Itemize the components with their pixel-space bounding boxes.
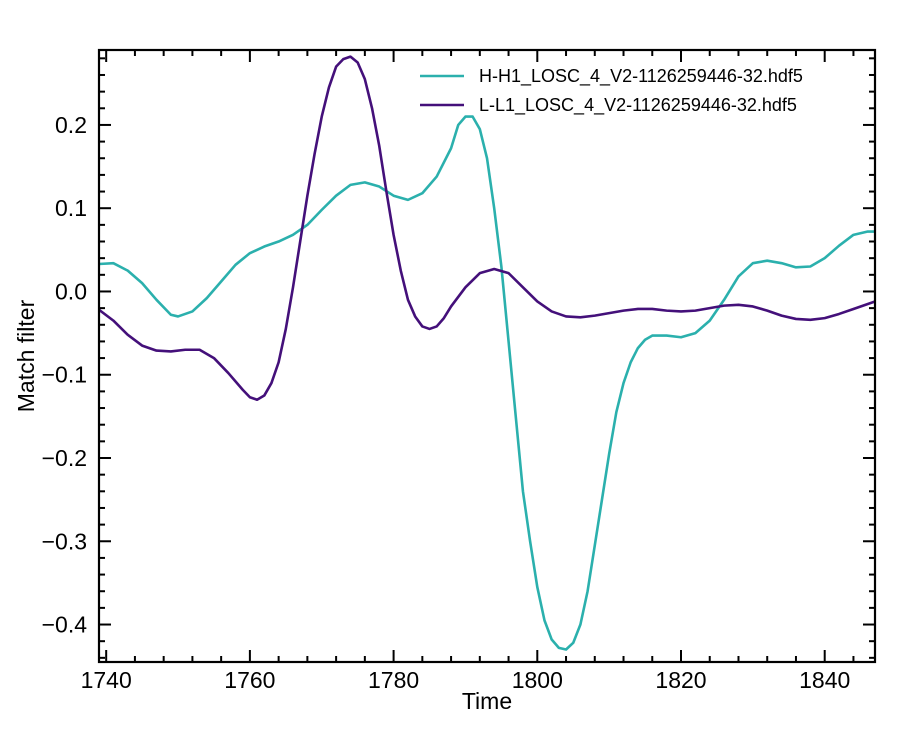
y-axis-label: Match filter <box>13 299 39 412</box>
x-axis-label: Time <box>462 688 512 714</box>
x-tick-labels: 1740 1760 1780 1800 1820 1840 <box>81 667 851 693</box>
y-tick-label: −0.4 <box>42 612 88 638</box>
legend-label: H-H1_LOSC_4_V2-1126259446-32.hdf5 <box>479 66 803 87</box>
x-tick-label: 1820 <box>655 667 706 693</box>
y-tick-labels: 0.2 0.1 0.0 −0.1 −0.2 −0.3 −0.4 <box>42 112 88 638</box>
y-tick-label: 0.0 <box>55 278 87 304</box>
series-line-1 <box>99 115 875 651</box>
x-tick-label: 1760 <box>224 667 275 693</box>
legend-label: L-L1_LOSC_4_V2-1126259446-32.hdf5 <box>479 95 797 116</box>
series-line-2 <box>99 55 875 402</box>
plot-area <box>99 55 875 651</box>
y-tick-label: −0.1 <box>42 362 87 388</box>
x-tick-label: 1840 <box>799 667 850 693</box>
x-tick-label: 1780 <box>368 667 419 693</box>
legend: H-H1_LOSC_4_V2-1126259446-32.hdf5 L-L1_LO… <box>420 66 803 116</box>
y-tick-label: 0.2 <box>55 112 87 138</box>
y-tick-label: 0.1 <box>55 195 87 221</box>
y-tick-label: −0.3 <box>42 528 87 554</box>
x-tick-label: 1800 <box>512 667 563 693</box>
y-tick-label: −0.2 <box>42 445 87 471</box>
plot-frame <box>97 48 877 664</box>
x-tick-label: 1740 <box>81 667 132 693</box>
